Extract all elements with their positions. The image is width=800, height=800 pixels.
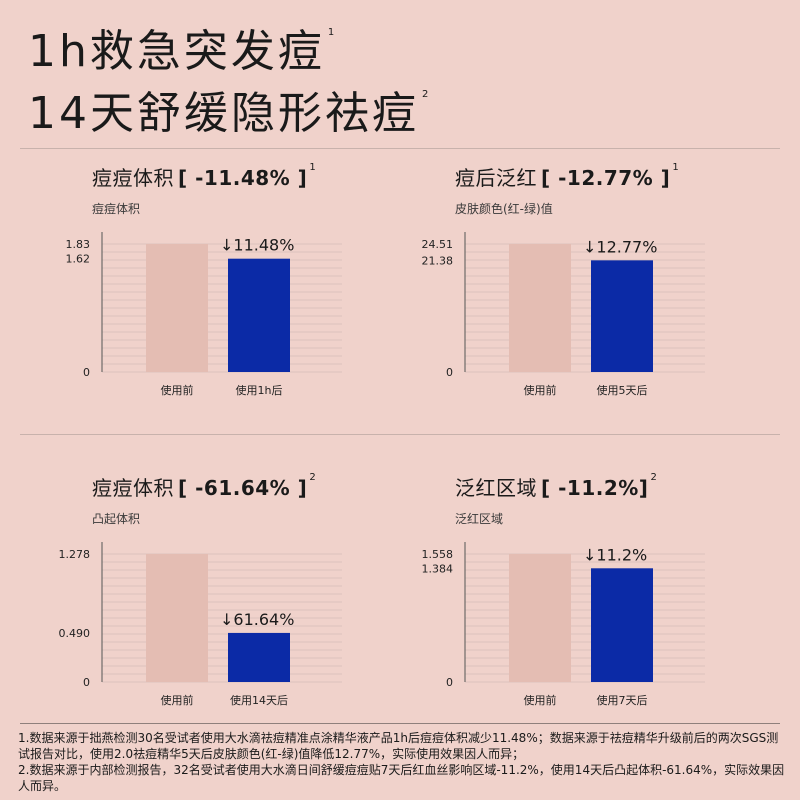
panel-title-note: 1 — [672, 162, 680, 173]
panel-title: 泛红区域[ -11.2%] 2 — [455, 472, 657, 501]
y-tick-label: 0 — [446, 676, 453, 689]
footnotes: 1.数据来源于拙燕检测30名受试者使用大水滴祛痘精准点涂精华液产品1h后痘痘体积… — [18, 730, 788, 794]
bar-chart-redness-5d: 0 21.38 24.51 使用前 使用5天后 ↓12.77% — [422, 232, 705, 397]
change-annotation: ↓12.77% — [583, 237, 657, 256]
headline-secondary-text: 14天舒缓隐形祛痘 — [28, 88, 419, 139]
y-tick-label: 1.278 — [59, 548, 91, 561]
panel-title-text: 痘痘体积 — [92, 476, 174, 500]
change-annotation: ↓61.64% — [220, 610, 294, 629]
y-tick-label: 1.62 — [66, 253, 91, 266]
x-category-label: 使用1h后 — [236, 384, 283, 397]
panel-metric-value: [ -12.77% ] — [541, 166, 671, 190]
y-tick-label: 21.38 — [422, 254, 454, 267]
panel-title-note: 1 — [309, 162, 317, 173]
x-category-label: 使用7天后 — [597, 694, 648, 707]
headline-primary: 1h救急突发痘 1 — [28, 27, 335, 74]
bar-after — [591, 260, 653, 372]
x-category-label: 使用前 — [161, 383, 194, 397]
change-annotation: ↓11.48% — [220, 236, 294, 255]
headline-primary-text: 1h救急突发痘 — [28, 26, 325, 77]
panel-title-text: 痘后泛红 — [455, 166, 537, 190]
panel-subtitle: 痘痘体积 — [92, 202, 141, 216]
panel-acne-volume-1h: 痘痘体积[ -11.48% ] 1 痘痘体积 0 1.62 1.83 使用前 使用1h后 ↓… — [66, 162, 432, 432]
bar-chart-acne-volume-14d: 0 0.490 1.278 使用前 使用14天后 ↓61.64% — [59, 542, 342, 707]
y-tick-label: 1.384 — [422, 562, 454, 575]
panel-subtitle: 凸起体积 — [92, 512, 141, 526]
panel-title-note: 2 — [309, 472, 317, 483]
panel-metric-value: [ -11.48% ] — [178, 166, 308, 190]
bar-after — [228, 632, 290, 682]
panel-acne-volume-14d: 痘痘体积[ -61.64% ] 2 凸起体积 0 0.490 1.278 使用前 使用14… — [59, 472, 432, 742]
panel-title-text: 痘痘体积 — [92, 166, 174, 190]
panel-redness-5d: 痘后泛红[ -12.77% ] 1 皮肤颜色(红-绿)值 0 21.38 24.51 使… — [422, 162, 795, 432]
x-category-label: 使用5天后 — [597, 384, 648, 397]
divider-footnotes — [20, 723, 780, 724]
headline-primary-note: 1 — [327, 27, 335, 38]
panel-title-text: 泛红区域 — [455, 476, 537, 500]
change-annotation: ↓11.2% — [583, 545, 647, 564]
panel-title-note: 2 — [650, 472, 658, 483]
panel-subtitle: 皮肤颜色(红-绿)值 — [455, 202, 553, 216]
panel-title: 痘痘体积[ -11.48% ] 1 — [92, 162, 316, 191]
y-tick-label: 0 — [446, 366, 453, 379]
bar-chart-acne-volume-1h: 0 1.62 1.83 使用前 使用1h后 ↓11.48% — [66, 232, 342, 397]
bar-before — [509, 554, 571, 682]
x-category-label: 使用前 — [524, 383, 557, 397]
x-category-label: 使用前 — [524, 693, 557, 707]
bar-before — [146, 554, 208, 682]
y-tick-label: 0 — [83, 366, 90, 379]
bar-before — [509, 244, 571, 372]
panel-redness-area-7d: 泛红区域[ -11.2%] 2 泛红区域 0 1.384 1.558 使用前 使用7天后 ↓… — [422, 472, 795, 742]
x-category-label: 使用14天后 — [230, 694, 288, 707]
y-tick-label: 24.51 — [422, 238, 454, 251]
footnote-2: 2.数据来源于内部检测报告，32名受试者使用大水滴日间舒缓痘痘贴7天后红血丝影响… — [18, 763, 785, 793]
y-tick-label: 1.83 — [66, 238, 91, 251]
y-tick-label: 1.558 — [422, 548, 454, 561]
x-category-label: 使用前 — [161, 693, 194, 707]
panel-metric-value: [ -61.64% ] — [178, 476, 308, 500]
bar-before — [146, 244, 208, 372]
panel-title: 痘后泛红[ -12.77% ] 1 — [455, 162, 679, 191]
divider-middle — [20, 434, 780, 435]
panel-title: 痘痘体积[ -61.64% ] 2 — [92, 472, 316, 501]
divider-top — [20, 148, 780, 149]
y-tick-label: 0.490 — [59, 627, 91, 640]
footnote-1: 1.数据来源于拙燕检测30名受试者使用大水滴祛痘精准点涂精华液产品1h后痘痘体积… — [18, 731, 779, 761]
panel-metric-value: [ -11.2%] — [541, 476, 649, 500]
y-tick-label: 0 — [83, 676, 90, 689]
bar-after — [228, 258, 290, 372]
headline-secondary-note: 2 — [422, 89, 429, 100]
panel-subtitle: 泛红区域 — [455, 512, 504, 526]
headline-secondary: 14天舒缓隐形祛痘 2 — [28, 89, 429, 136]
bar-after — [591, 568, 653, 682]
